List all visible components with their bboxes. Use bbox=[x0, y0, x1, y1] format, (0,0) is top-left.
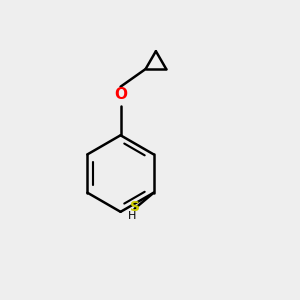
Text: S: S bbox=[130, 200, 140, 214]
Text: H: H bbox=[128, 211, 136, 221]
Text: O: O bbox=[114, 87, 127, 102]
